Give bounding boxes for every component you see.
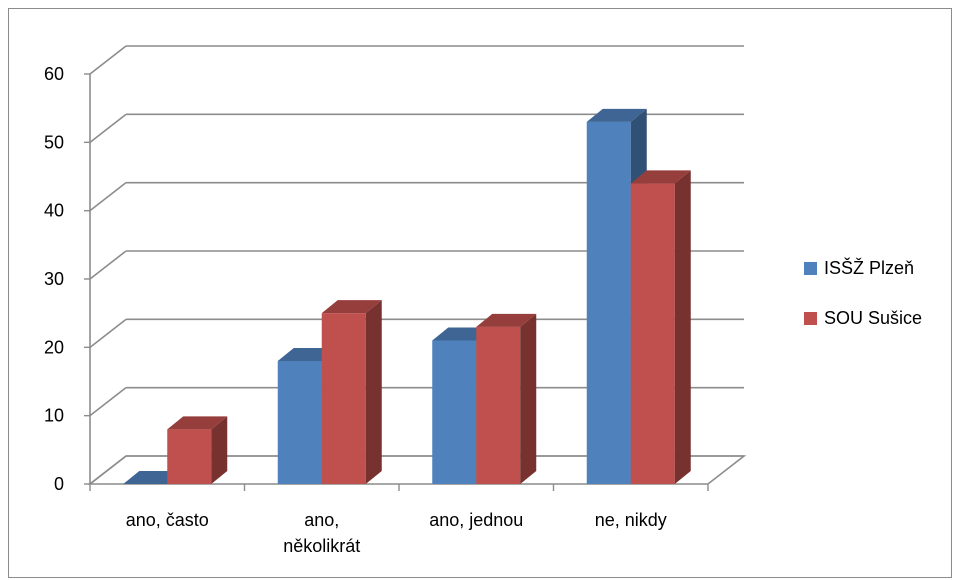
bar-front <box>586 121 631 484</box>
bar-top <box>630 170 691 184</box>
bar-top <box>476 313 537 327</box>
bar-front <box>432 340 477 484</box>
bar-side <box>520 313 537 484</box>
bars <box>123 108 691 485</box>
x-tick-labels: ano, často ano, několikrát ano, jednou ne, n… <box>126 510 667 556</box>
bar-top <box>321 300 382 314</box>
bar-top <box>167 416 228 430</box>
bar-top <box>586 108 647 122</box>
y-tick-label: 20 <box>44 337 64 357</box>
gridline-connector <box>89 45 127 75</box>
gridline-connector <box>89 387 127 417</box>
y-tick-label: 50 <box>44 132 64 152</box>
bar-front <box>630 183 675 485</box>
y-tick-labels: 0 10 20 30 40 50 60 <box>44 64 64 494</box>
y-tick-label: 60 <box>44 64 64 84</box>
legend-label: ISŠŽ Plzeň <box>824 257 914 278</box>
bar-front <box>277 361 322 484</box>
x-tick-label: ano, často <box>126 510 209 530</box>
x-tick-label: ano, jednou <box>429 510 523 530</box>
bar-side <box>365 300 382 484</box>
gridline-connector <box>89 318 127 348</box>
y-tick-label: 10 <box>44 406 64 426</box>
y-tick-label: 0 <box>54 474 64 494</box>
x-tick-label: několikrát <box>283 536 360 556</box>
bar <box>630 170 691 485</box>
x-tick-label: ne, nikdy <box>595 510 667 530</box>
bar-front <box>321 313 366 484</box>
bar-side <box>211 416 228 484</box>
bar-side <box>674 170 691 485</box>
bar-front <box>476 326 521 484</box>
gridline-connector <box>89 113 127 143</box>
x-tick-label: ano, <box>304 510 339 530</box>
bar <box>167 416 228 484</box>
gridline-connector <box>89 182 127 212</box>
y-tick-label: 30 <box>44 269 64 289</box>
y-tick-label: 40 <box>44 201 64 221</box>
legend-swatch <box>804 262 817 275</box>
bar-front <box>167 429 212 484</box>
bar <box>476 313 537 484</box>
gridline-connector <box>89 250 127 280</box>
legend-swatch <box>804 312 817 325</box>
bar <box>321 300 382 484</box>
legend: ISŠŽ Plzeň SOU Sušice <box>804 257 922 328</box>
legend-label: SOU Sušice <box>824 308 922 328</box>
